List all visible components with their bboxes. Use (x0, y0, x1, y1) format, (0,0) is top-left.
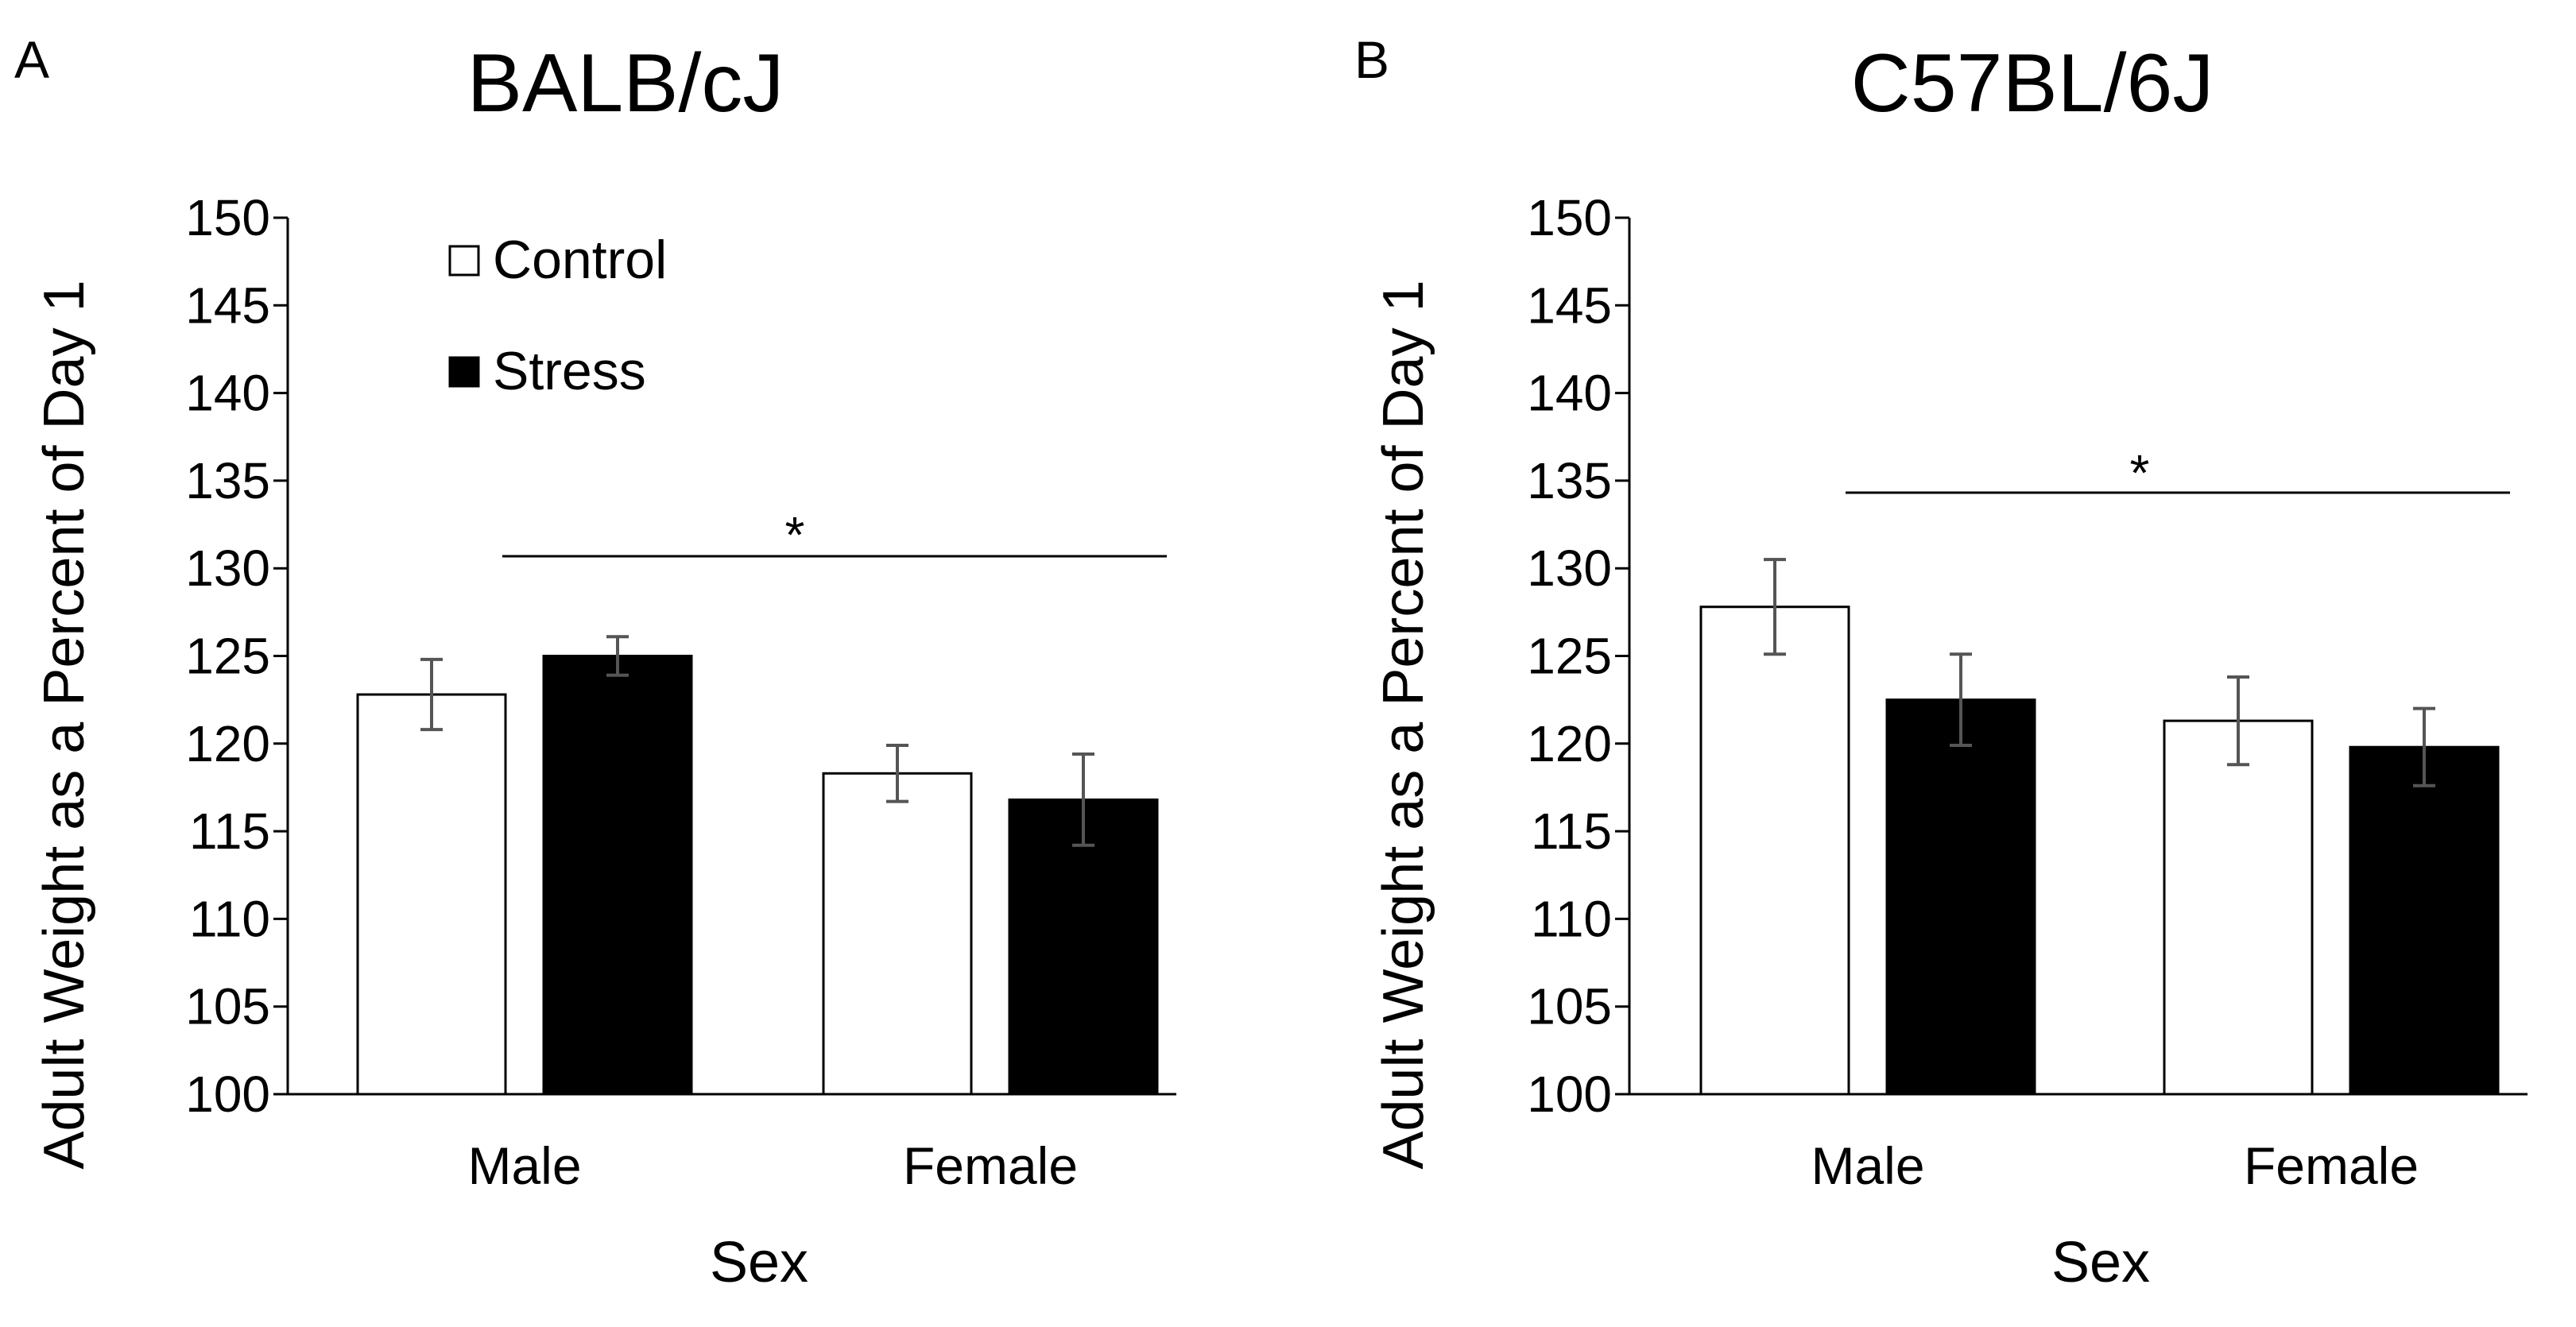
y-tick-label: 130 (1527, 540, 1612, 597)
panel-b: B C57BL/6J Adult Weight as a Percent of … (1354, 30, 2528, 1294)
y-axis-title: Adult Weight as a Percent of Day 1 (33, 280, 96, 1169)
y-axis-title: Adult Weight as a Percent of Day 1 (1372, 280, 1435, 1169)
y-tick-label: 150 (1527, 189, 1612, 246)
bar-stress-female (1008, 798, 1159, 1096)
panel-a: A BALB/cJ Adult Weight as a Percent of D… (14, 30, 1176, 1294)
legend-swatch-stress (448, 356, 480, 388)
x-tick-label: Female (2244, 1136, 2419, 1195)
bar-control-male (356, 693, 507, 1096)
legend-label-control: Control (493, 230, 667, 290)
y-tick-label: 150 (185, 189, 270, 246)
x-axis-title: Sex (2051, 1231, 2150, 1294)
y-tick-label: 135 (185, 452, 270, 509)
legend: Control Stress (448, 230, 667, 401)
significance-marker: * (785, 506, 805, 563)
y-tick-label: 100 (185, 1066, 270, 1123)
y-tick-label: 115 (189, 803, 270, 860)
y-tick-label: 145 (1527, 277, 1612, 334)
y-tick-label: 130 (185, 540, 270, 597)
y-tick-label: 140 (185, 365, 270, 422)
y-tick-label: 140 (1527, 365, 1612, 422)
y-tick-label: 100 (1527, 1066, 1612, 1123)
y-tick-label: 120 (1527, 715, 1612, 772)
bar-stress-male (1885, 698, 2036, 1096)
x-tick-label: Male (1811, 1136, 1924, 1195)
chart-title: BALB/cJ (467, 37, 784, 130)
bar-control-male (1699, 605, 1850, 1096)
panel-label: B (1354, 30, 1389, 89)
bar-stress-male (542, 655, 693, 1096)
bar-stress-female (2349, 745, 2500, 1096)
y-tick-label: 120 (185, 715, 270, 772)
y-tick-label: 110 (189, 890, 270, 947)
panel-label: A (14, 30, 49, 89)
y-tick-label: 115 (1531, 803, 1612, 860)
y-tick-label: 105 (1527, 978, 1612, 1035)
x-tick-label: Female (903, 1136, 1078, 1195)
y-tick-label: 135 (1527, 452, 1612, 509)
y-tick-label: 105 (185, 978, 270, 1035)
chart-title: C57BL/6J (1851, 37, 2214, 130)
x-tick-label: Male (467, 1136, 581, 1195)
legend-label-stress: Stress (493, 341, 646, 401)
bar-control-female (2163, 719, 2314, 1096)
y-tick-label: 125 (1527, 628, 1612, 685)
y-tick-label: 145 (185, 277, 270, 334)
y-tick-label: 110 (1531, 890, 1612, 947)
bar-control-female (822, 772, 973, 1096)
y-tick-label: 125 (185, 628, 270, 685)
x-axis-title: Sex (710, 1231, 808, 1294)
legend-swatch-control (448, 245, 480, 277)
